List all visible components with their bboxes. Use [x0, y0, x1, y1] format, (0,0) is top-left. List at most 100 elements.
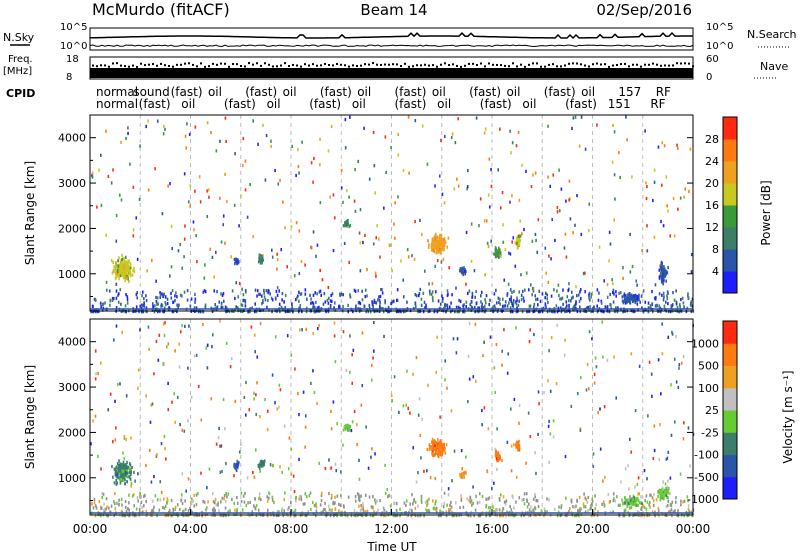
range-gate-cell: [608, 259, 610, 263]
range-gate-cell: [485, 514, 488, 518]
range-gate-cell: [293, 274, 296, 278]
range-gate-cell: [298, 457, 300, 462]
range-gate-cell: [470, 499, 473, 503]
range-gate-cell: [166, 297, 169, 301]
range-gate-cell: [434, 447, 437, 452]
range-gate-cell: [268, 308, 270, 312]
range-gate-cell: [516, 296, 518, 300]
range-gate-cell: [326, 512, 328, 516]
range-gate-cell: [560, 297, 563, 301]
range-gate-cell: [145, 124, 148, 129]
range-gate-cell: [178, 365, 181, 369]
nave-mark: [672, 64, 674, 67]
range-gate-cell: [345, 189, 348, 193]
range-gate-cell: [253, 310, 256, 314]
range-gate-cell: [662, 487, 664, 491]
range-gate-cell: [133, 266, 135, 270]
range-gate-cell: [300, 259, 303, 264]
range-gate-cell: [179, 242, 182, 247]
range-gate-cell: [531, 287, 534, 291]
range-gate-cell: [579, 427, 582, 431]
range-gate-cell: [660, 183, 663, 187]
nave-mark: [380, 63, 382, 66]
station-title: McMurdo (fitACF): [92, 0, 230, 19]
range-gate-cell: [223, 494, 226, 498]
range-gate-cell: [120, 477, 123, 481]
range-gate-cell: [658, 275, 661, 279]
range-gate-cell: [204, 303, 207, 307]
range-gate-cell: [522, 497, 525, 502]
range-gate-cell: [661, 141, 664, 145]
range-gate-cell: [108, 506, 110, 510]
range-gate-cell: [163, 308, 166, 312]
nave-mark: [536, 62, 538, 65]
range-gate-cell: [388, 310, 390, 314]
range-gate-cell: [221, 305, 224, 309]
range-gate-cell: [164, 321, 166, 325]
range-gate-cell: [503, 328, 505, 332]
range-gate-cell: [316, 306, 319, 310]
range-gate-cell: [518, 299, 520, 303]
cpid-name: sound: [133, 85, 169, 99]
range-gate-cell: [218, 300, 221, 304]
range-gate-cell: [503, 278, 506, 282]
range-gate-cell: [141, 310, 144, 314]
range-gate-cell: [370, 455, 372, 459]
range-gate-cell: [267, 496, 270, 500]
range-gate-cell: [507, 352, 510, 356]
range-gate-cell: [399, 507, 401, 511]
range-gate-cell: [596, 288, 599, 292]
range-gate-cell: [634, 299, 637, 303]
range-gate-cell: [424, 507, 427, 511]
range-gate-cell: [362, 504, 364, 508]
range-gate-cell: [536, 250, 539, 254]
range-gate-cell: [551, 217, 553, 222]
range-gate-cell: [235, 281, 238, 285]
range-gate-cell: [322, 302, 325, 306]
range-gate-cell: [116, 501, 118, 505]
range-gate-cell: [431, 452, 433, 456]
range-gate-cell: [640, 294, 643, 298]
range-gate-cell: [633, 297, 636, 301]
x-tick-label: 08:00: [274, 522, 309, 536]
range-gate-cell: [164, 447, 166, 451]
range-gate-cell: [635, 295, 637, 299]
range-gate-cell: [474, 305, 476, 310]
nave-mark: [596, 62, 598, 65]
range-gate-cell: [98, 499, 101, 504]
range-gate-cell: [558, 168, 560, 172]
range-gate-cell: [333, 334, 336, 338]
range-gate-cell: [575, 504, 577, 508]
range-gate-cell: [658, 491, 661, 495]
range-gate-cell: [502, 514, 505, 518]
range-gate-cell: [156, 119, 159, 123]
range-gate-cell: [555, 382, 558, 386]
range-gate-cell: [647, 414, 649, 418]
range-gate-cell: [439, 251, 442, 255]
range-gate-cell: [168, 274, 171, 278]
range-gate-cell: [314, 291, 317, 295]
range-gate-cell: [123, 257, 125, 261]
nave-mark: [488, 62, 490, 65]
range-gate-cell: [115, 482, 118, 486]
range-gate-cell: [432, 298, 434, 303]
range-gate-cell: [474, 508, 477, 512]
nave-mark: [120, 64, 122, 67]
range-gate-cell: [447, 236, 450, 240]
range-gate-cell: [613, 292, 615, 296]
nave-mark: [220, 62, 222, 65]
range-gate-cell: [600, 301, 603, 305]
range-gate-cell: [156, 302, 158, 306]
range-gate-cell: [493, 366, 496, 370]
range-gate-cell: [116, 473, 118, 477]
range-gate-cell: [609, 242, 612, 246]
range-gate-cell: [122, 475, 125, 479]
range-gate-cell: [345, 220, 348, 224]
range-gate-cell: [115, 261, 117, 265]
range-gate-cell: [448, 305, 451, 309]
range-gate-cell: [195, 353, 198, 358]
range-gate-cell: [139, 328, 141, 332]
range-gate-cell: [537, 504, 540, 509]
range-gate-cell: [396, 288, 399, 292]
